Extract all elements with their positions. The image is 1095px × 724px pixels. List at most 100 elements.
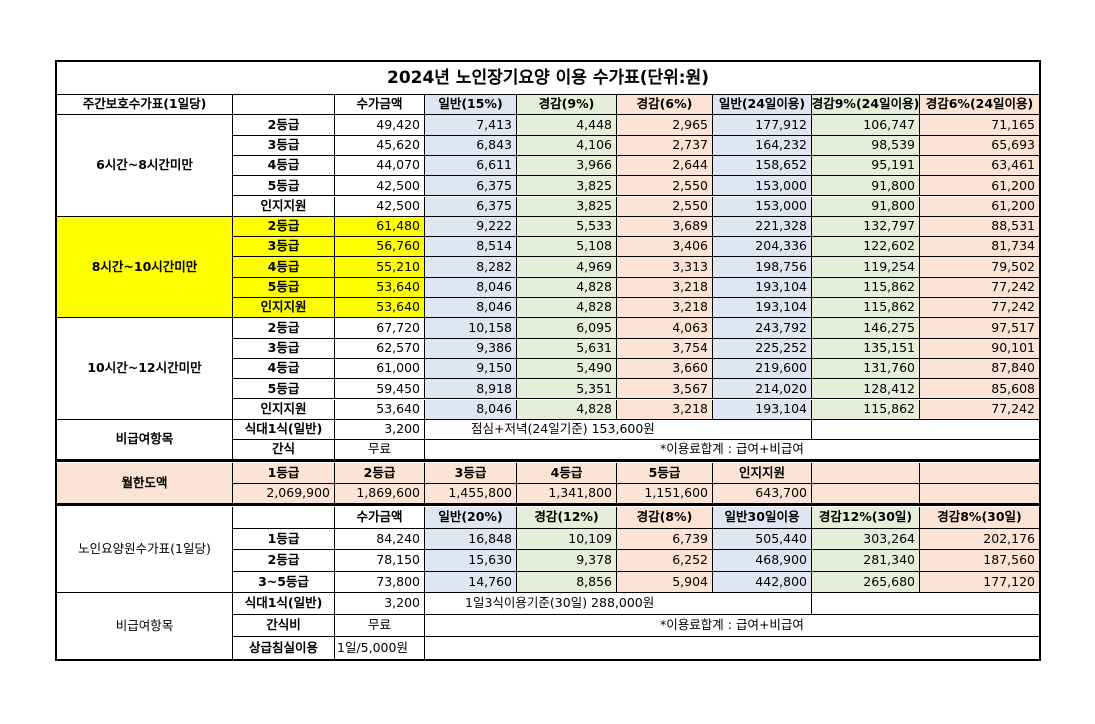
fee-value: 77,242 [920,298,1039,319]
fee-value: 61,480 [335,216,425,238]
day-care-group-label: 6시간~8시간미만 [57,115,233,217]
fee-value: 5,631 [517,338,617,359]
fee-value: 6,611 [425,155,517,177]
fee-value: 55,210 [335,257,425,278]
fee-value: 42,500 [335,196,425,217]
fee-table-sheet: 2024년 노인장기요양 이용 수가표(단위:원) 주간보호수가표(1일당) 수가… [55,60,1041,661]
limit-grade: 3등급 [425,463,517,484]
grade-label: 3등급 [233,338,335,359]
fee-value: 115,862 [812,277,920,298]
fee-value: 106,747 [812,115,920,136]
fee-value: 442,800 [713,571,812,593]
fee-value: 2,644 [617,155,713,177]
fee-value: 3,406 [617,237,713,258]
fee-value: 135,151 [812,338,920,359]
fee-value: 95,191 [812,155,920,177]
blank-cell [920,463,1039,484]
blank-header-cell [233,507,335,529]
fee-value: 3,218 [617,399,713,420]
fee-value: 177,912 [713,115,812,136]
fee-value: 91,800 [812,176,920,197]
day-care-header: 일반(15%) [425,95,517,116]
fee-value: 6,843 [425,135,517,156]
limit-amount: 1,341,800 [517,483,617,504]
fee-value: 3,825 [517,176,617,197]
fee-value: 71,165 [920,115,1039,136]
fee-value: 10,109 [517,528,617,550]
limit-grade: 5등급 [617,463,713,484]
fee-value: 243,792 [713,318,812,339]
fee-value: 8,046 [425,399,517,420]
fee-value: 132,797 [812,216,920,238]
meal-label: 식대1식(일반) [233,593,335,615]
snack-label: 간식 [233,440,335,461]
fee-value: 45,620 [335,135,425,156]
fee-value: 193,104 [713,399,812,420]
fee-value: 8,046 [425,298,517,319]
day-care-group-label: 10시간~12시간미만 [57,318,233,420]
fee-value: 8,918 [425,379,517,400]
fee-value: 115,862 [812,399,920,420]
fee-value: 6,375 [425,196,517,217]
fee-value: 6,252 [617,550,713,572]
non-covered-label: 비급여항목 [57,593,233,659]
fee-value: 5,904 [617,571,713,593]
grade-label: 3~5등급 [233,571,335,593]
grade-label: 3등급 [233,135,335,156]
grade-label: 2등급 [233,216,335,238]
grade-label: 4등급 [233,257,335,278]
fee-value: 8,282 [425,257,517,278]
fee-value: 88,531 [920,216,1039,238]
grade-label: 4등급 [233,358,335,380]
nursing-home-header: 경감12%(30일) [812,507,920,529]
limit-grade: 인지지원 [713,463,812,484]
day-care-header: 경감9%(24일이용) [812,95,920,116]
limit-grade: 1등급 [233,463,335,484]
day-care-label: 주간보호수가표(1일당) [57,95,233,116]
total-note: *이용료합계 : 급여+비급여 [425,440,1039,461]
fee-value: 56,760 [335,237,425,258]
day-care-group-label: 8시간~10시간미만 [57,216,233,319]
fee-value: 303,264 [812,528,920,550]
nursing-home-header: 경감(12%) [517,507,617,529]
grade-label: 3등급 [233,237,335,258]
fee-value: 219,600 [713,358,812,380]
grade-label: 5등급 [233,176,335,197]
fee-value: 6,375 [425,176,517,197]
blank-cell [812,593,1039,615]
limit-grade: 4등급 [517,463,617,484]
fee-value: 84,240 [335,528,425,550]
fee-value: 4,828 [517,399,617,420]
grade-label: 인지지원 [233,399,335,420]
fee-value: 281,340 [812,550,920,572]
day-care-header: 경감(6%) [617,95,713,116]
nursing-home-header: 경감(8%) [617,507,713,529]
fee-value: 9,150 [425,358,517,380]
fee-value: 42,500 [335,176,425,197]
fee-value: 202,176 [920,528,1039,550]
fee-value: 16,848 [425,528,517,550]
fee-value: 2,550 [617,176,713,197]
meal-note: 1일3식이용기준(30일) 288,000원 [425,593,812,615]
fee-value: 5,108 [517,237,617,258]
fee-value: 5,351 [517,379,617,400]
fee-value: 15,630 [425,550,517,572]
grade-label: 5등급 [233,277,335,298]
grade-label: 2등급 [233,550,335,572]
day-care-header: 일반(24일이용) [713,95,812,116]
fee-value: 90,101 [920,338,1039,359]
fee-value: 153,000 [713,176,812,197]
fee-value: 3,218 [617,277,713,298]
fee-value: 53,640 [335,298,425,319]
fee-value: 77,242 [920,399,1039,420]
blank-cell [920,483,1039,504]
non-covered-label: 비급여항목 [57,419,233,461]
fee-value: 79,502 [920,257,1039,278]
limit-amount: 643,700 [713,483,812,504]
room-price: 1일/5,000원 [335,637,425,659]
blank-header-cell [233,95,335,116]
fee-value: 61,000 [335,358,425,380]
fee-value: 3,567 [617,379,713,400]
fee-value: 8,856 [517,571,617,593]
blank-cell [812,420,1039,441]
